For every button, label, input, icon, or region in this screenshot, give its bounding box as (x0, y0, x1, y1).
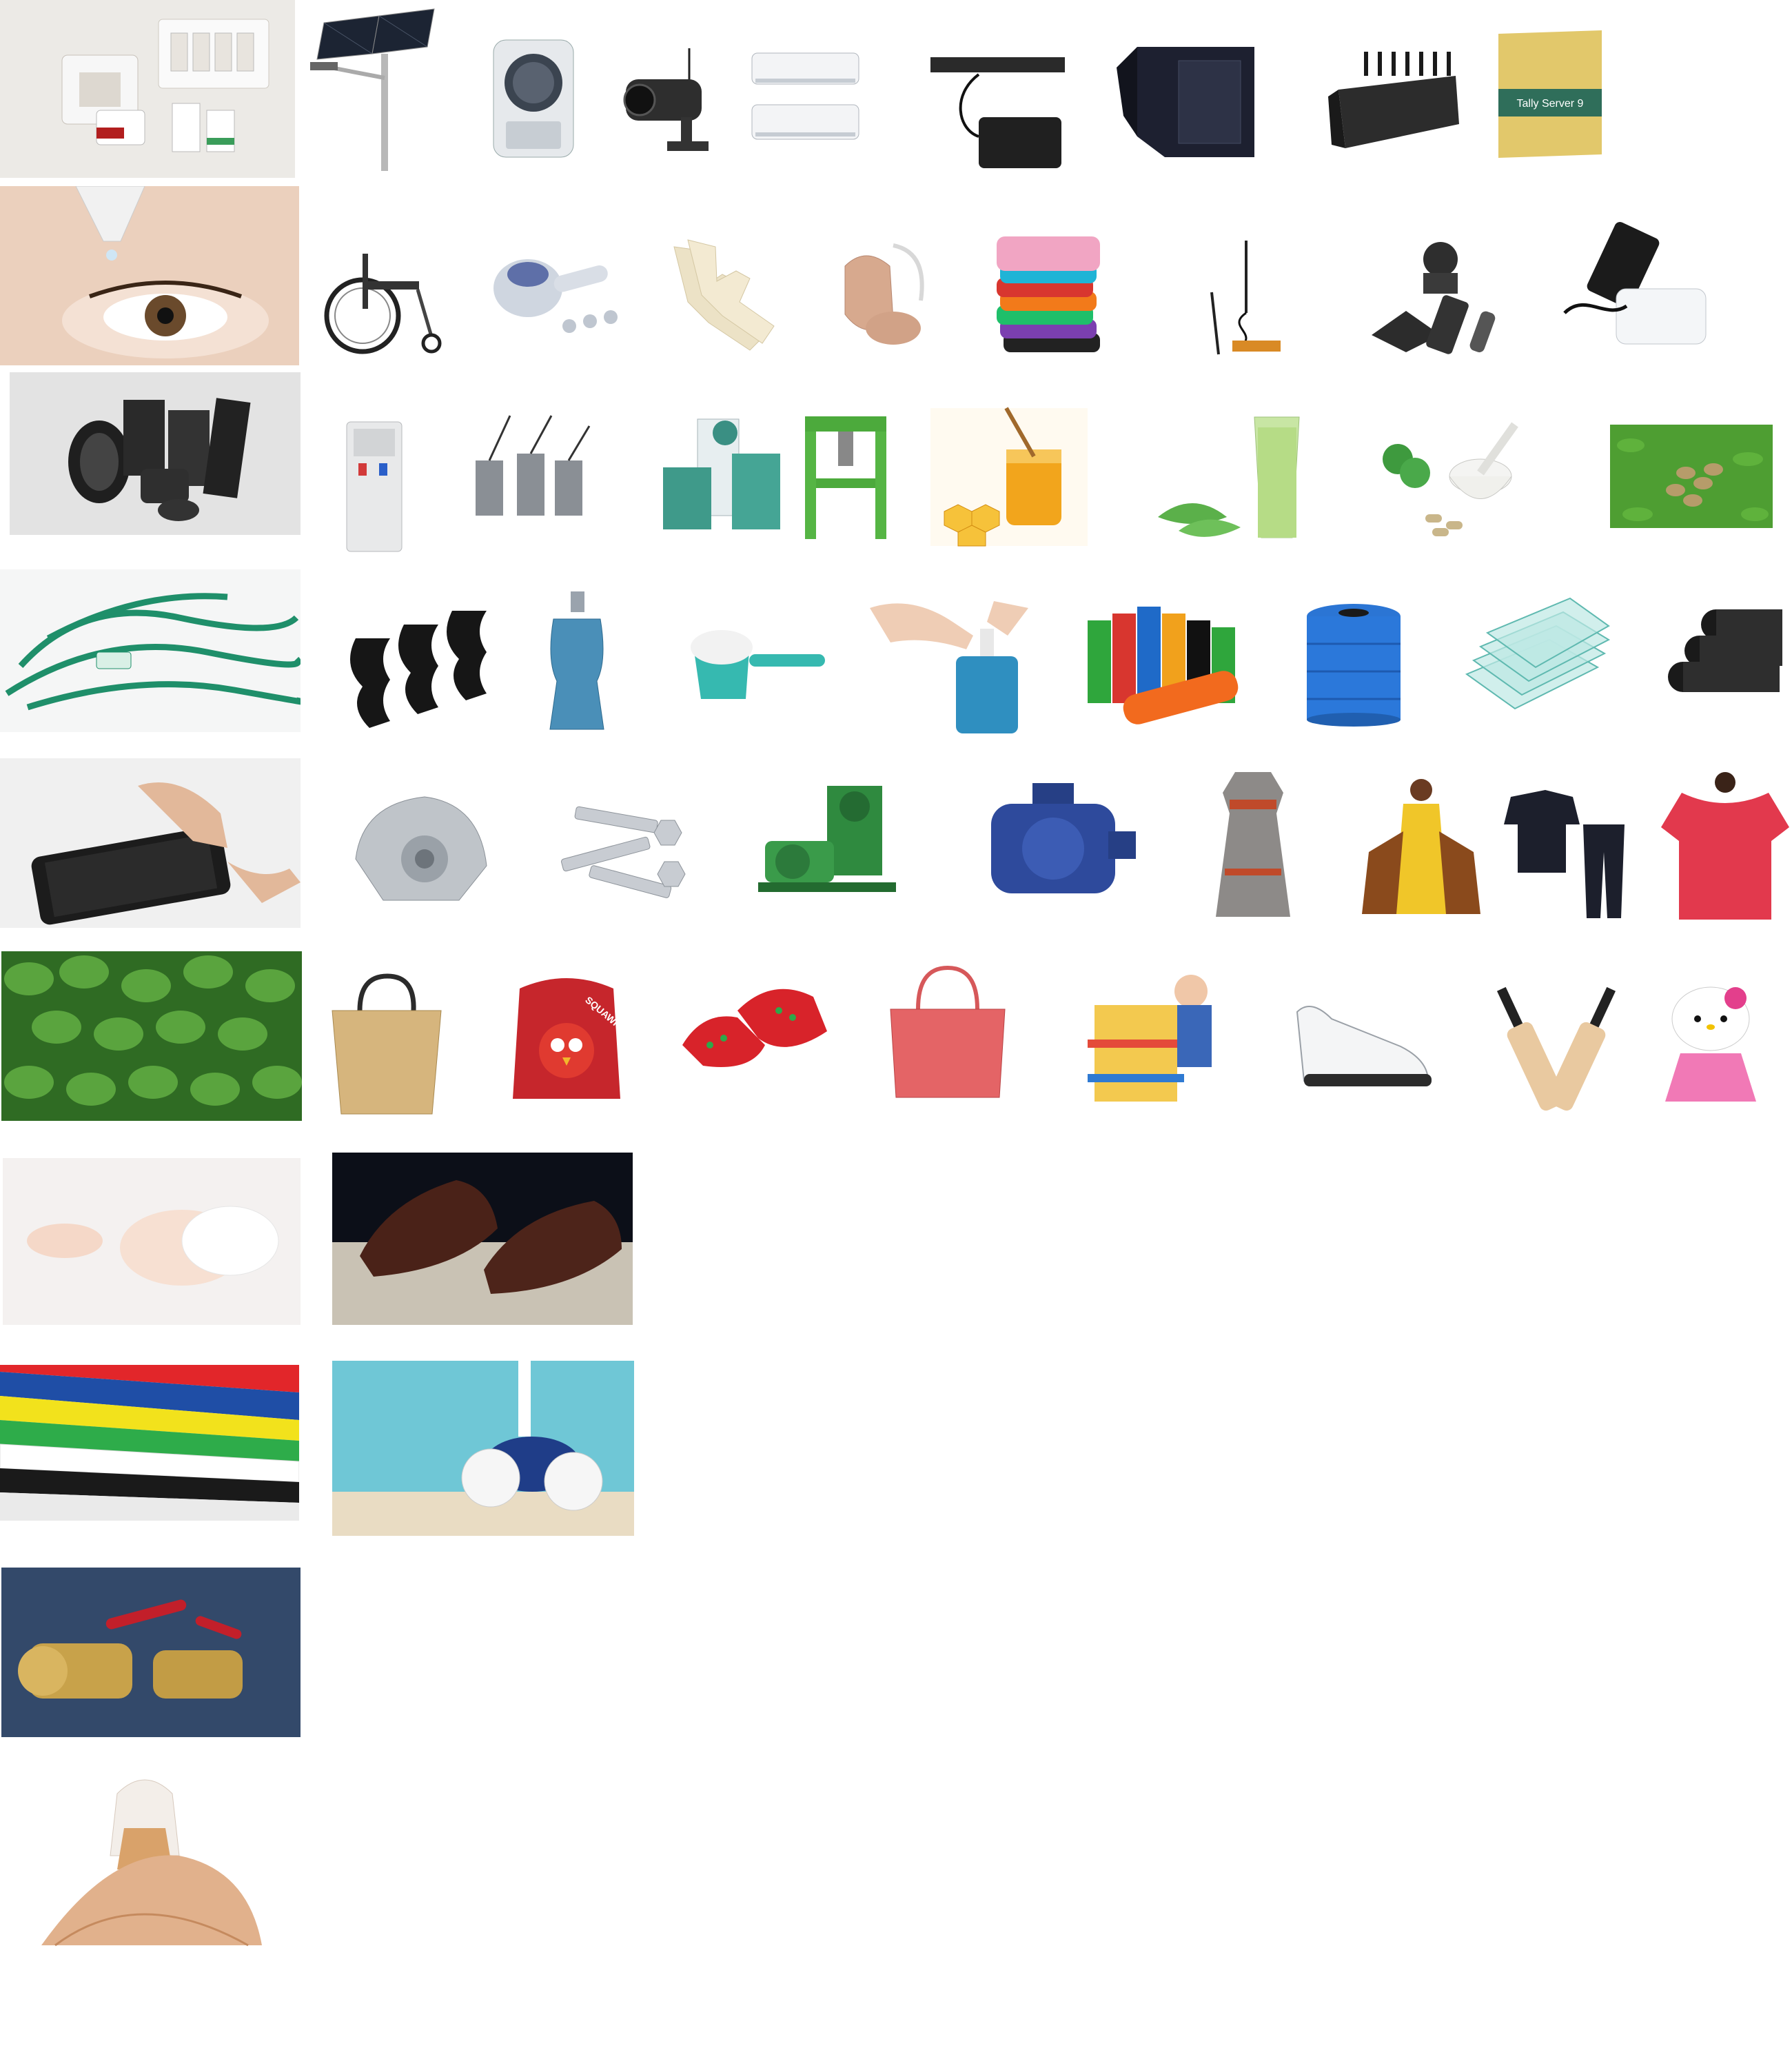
honey-jar-image[interactable] (930, 407, 1088, 547)
mobile-covers-stack-image[interactable] (990, 233, 1115, 358)
detergent-scoop-image[interactable] (691, 623, 828, 703)
hair-extensions-image[interactable] (335, 597, 498, 732)
solar-street-light-image[interactable] (303, 8, 441, 171)
power-bank-image[interactable] (1551, 221, 1716, 354)
perfume-bottle-image[interactable] (543, 591, 611, 732)
water-dispenser-image[interactable] (343, 421, 407, 552)
cctv-camera-image[interactable] (612, 41, 728, 157)
handbag-image[interactable] (884, 961, 1012, 1098)
diesel-engine-pump-image[interactable] (751, 779, 902, 907)
split-ac-image[interactable] (749, 50, 866, 153)
jute-bag-image[interactable] (325, 969, 448, 1115)
kids-toy-garage-image[interactable] (1074, 964, 1232, 1115)
sports-shoe-image[interactable] (1290, 984, 1435, 1102)
cricket-bats-image[interactable] (1491, 980, 1621, 1118)
juttis-shoes-image[interactable] (675, 969, 831, 1091)
mint-leaves-image[interactable] (1, 951, 302, 1121)
video-conferencing-system-image[interactable] (1365, 239, 1516, 356)
salwar-suit-image[interactable] (1355, 776, 1487, 920)
brass-ball-valves-image[interactable] (1, 1568, 301, 1737)
corrugated-pipes-image[interactable] (1081, 593, 1246, 731)
leather-loafers-image[interactable] (332, 1153, 633, 1325)
bridal-lehenga-image[interactable] (0, 1773, 301, 1952)
hand-sanitizer-image[interactable] (870, 594, 1030, 733)
bolts-nuts-image[interactable] (547, 793, 699, 917)
womens-top-image[interactable] (1661, 772, 1789, 920)
body-massager-image[interactable] (487, 240, 631, 350)
hdpe-black-pipes-image[interactable] (1662, 594, 1782, 699)
ups-battery-image[interactable] (930, 54, 1068, 174)
plush-toy-image[interactable] (1660, 977, 1762, 1115)
smartphone-touch-image[interactable] (0, 758, 301, 928)
colored-sheets-image[interactable] (0, 1365, 299, 1521)
network-cable-image[interactable] (0, 569, 301, 732)
gsm-gateway-modem-image[interactable] (1325, 48, 1463, 152)
vacuum-pump-image[interactable] (970, 776, 1139, 918)
hydraulic-press-image[interactable] (798, 416, 893, 539)
rice-mill-machine-image[interactable] (642, 412, 788, 547)
latex-gloves-image[interactable] (660, 233, 784, 357)
track-suit-image[interactable] (1504, 783, 1627, 918)
wheelchair-image[interactable] (321, 240, 447, 357)
bottle-jack-press-image[interactable] (469, 412, 593, 529)
aloe-vera-juice-image[interactable] (1151, 414, 1310, 545)
air-filters-image[interactable] (10, 372, 301, 535)
mobile-signal-booster-image[interactable] (1198, 237, 1300, 358)
eye-drops-image[interactable] (0, 186, 299, 365)
moringa-seeds-leaves-image[interactable] (1610, 418, 1773, 536)
tally-software-box[interactable]: Tally Server 9 (1498, 30, 1610, 158)
baby-diaper-image[interactable] (3, 1158, 301, 1325)
hearing-aid-image[interactable] (824, 239, 937, 352)
glass-sheets-image[interactable] (1460, 591, 1611, 722)
pool-cleaner-image[interactable] (332, 1361, 634, 1536)
tally-box-label: Tally Server 9 (1517, 98, 1584, 110)
air-cooler-image[interactable] (487, 39, 580, 158)
aluminium-casting-part-image[interactable] (342, 783, 493, 914)
herbal-mortar-pestle-image[interactable] (1377, 418, 1522, 545)
switch-panels-image[interactable] (0, 0, 295, 178)
water-tank-image[interactable] (1301, 602, 1406, 727)
kids-backpack-image[interactable]: SQUAWK! (499, 968, 634, 1106)
kurti-dress-image[interactable] (1208, 765, 1299, 920)
network-rack-cabinet-image[interactable] (1117, 40, 1261, 161)
